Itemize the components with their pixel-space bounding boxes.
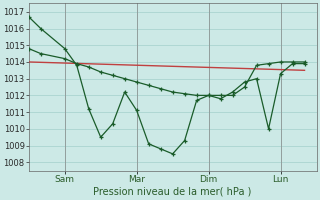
X-axis label: Pression niveau de la mer( hPa ): Pression niveau de la mer( hPa ) xyxy=(93,187,252,197)
